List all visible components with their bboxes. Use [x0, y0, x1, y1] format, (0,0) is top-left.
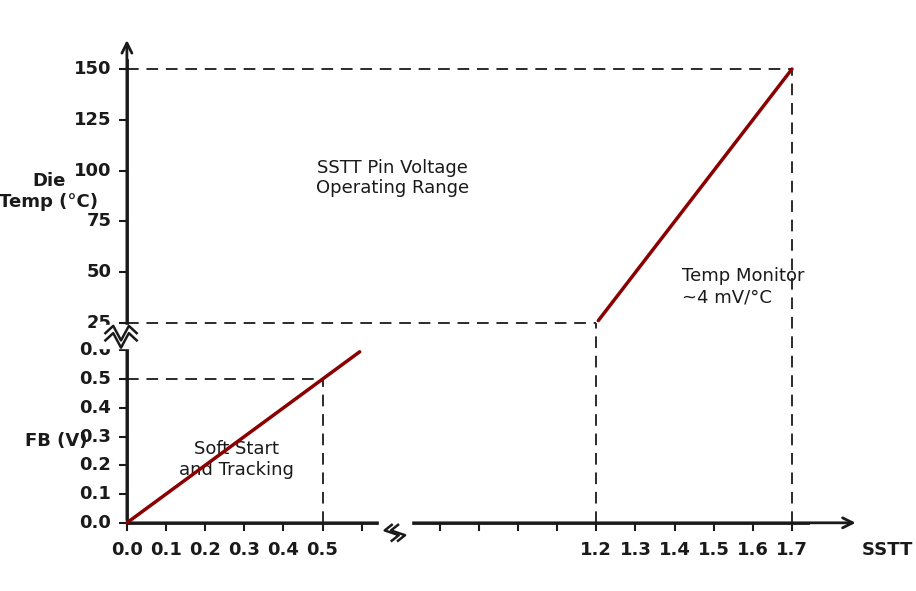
Text: 1.6: 1.6 — [736, 541, 769, 559]
Text: FB (V): FB (V) — [26, 432, 88, 450]
Text: 0.6: 0.6 — [80, 342, 111, 359]
Text: 0.1: 0.1 — [80, 485, 111, 503]
Text: 150: 150 — [74, 60, 111, 78]
Text: 0.5: 0.5 — [80, 370, 111, 388]
Text: 125: 125 — [74, 111, 111, 129]
Text: 0.1: 0.1 — [150, 541, 182, 559]
Text: 25: 25 — [86, 314, 111, 332]
Text: Die
Temp (°C): Die Temp (°C) — [0, 172, 98, 211]
Text: 0.3: 0.3 — [80, 428, 111, 446]
Text: 0.0: 0.0 — [111, 541, 143, 559]
Text: Temp Monitor
~4 mV/°C: Temp Monitor ~4 mV/°C — [682, 268, 805, 306]
Text: 0.2: 0.2 — [190, 541, 221, 559]
Text: 100: 100 — [74, 162, 111, 180]
Bar — [379, 521, 410, 550]
Text: 1.5: 1.5 — [698, 541, 730, 559]
Text: 1.3: 1.3 — [619, 541, 651, 559]
Text: 0.3: 0.3 — [228, 541, 260, 559]
Text: 0.4: 0.4 — [80, 399, 111, 417]
Text: 50: 50 — [86, 264, 111, 281]
Text: 1.2: 1.2 — [581, 541, 612, 559]
Text: 0.2: 0.2 — [80, 456, 111, 475]
Text: Soft Start
and Tracking: Soft Start and Tracking — [179, 440, 294, 479]
Text: 1.7: 1.7 — [776, 541, 808, 559]
Bar — [95, 326, 135, 348]
Text: SSTT Pin Voltage
Operating Range: SSTT Pin Voltage Operating Range — [316, 158, 470, 197]
Text: 0.5: 0.5 — [307, 541, 338, 559]
Text: 75: 75 — [86, 213, 111, 230]
Text: SSTT (V): SSTT (V) — [862, 541, 916, 559]
Text: 0.0: 0.0 — [80, 514, 111, 532]
Text: 0.4: 0.4 — [267, 541, 300, 559]
Text: 1.4: 1.4 — [659, 541, 691, 559]
